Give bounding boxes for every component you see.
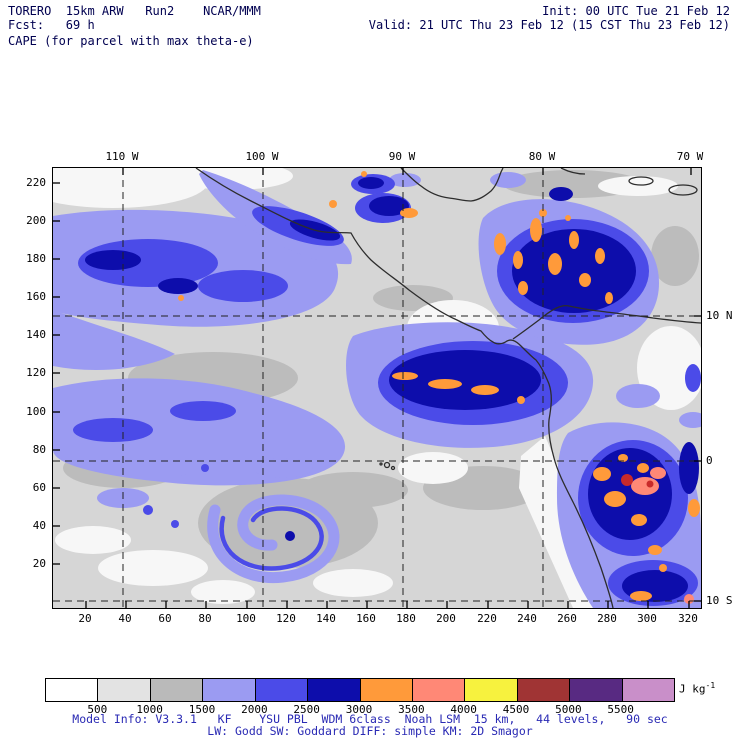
bottom-axis-label: 280 bbox=[597, 612, 617, 625]
forecast-hour-label: Fcst: 69 h bbox=[8, 18, 95, 32]
left-axis-label: 60 bbox=[32, 481, 46, 494]
colorbar-cell bbox=[517, 679, 571, 701]
cape-swirl-inner bbox=[219, 506, 324, 571]
model-run-label: TORERO 15km ARW Run2 NCAR/MMM bbox=[8, 4, 261, 18]
valid-time-label: Valid: 21 UTC Thu 23 Feb 12 (15 CST Thu … bbox=[368, 18, 730, 32]
map-plot-area bbox=[52, 167, 702, 609]
colorbar-cell bbox=[360, 679, 413, 701]
top-axis-label: 80 W bbox=[528, 150, 556, 163]
model-info-line-1: Model Info: V3.3.1 KF YSU PBL WDM 6class… bbox=[72, 712, 668, 726]
cape-orange-layer bbox=[178, 171, 700, 601]
colorbar-tick-label: 1000 bbox=[136, 703, 163, 716]
colorbar-tick-label: 500 bbox=[87, 703, 108, 716]
bottom-axis-label: 60 bbox=[158, 612, 172, 625]
top-axis-label: 90 W bbox=[388, 150, 416, 163]
galapagos-island bbox=[390, 465, 396, 471]
colorbar-cell bbox=[98, 679, 151, 701]
left-axis-label: 180 bbox=[26, 252, 46, 265]
caribbean-coastline bbox=[512, 304, 701, 340]
colorbar-cell bbox=[465, 679, 518, 701]
bottom-axis-label: 140 bbox=[316, 612, 336, 625]
colorbar-tick-label: 4000 bbox=[450, 703, 477, 716]
honduras-coastline bbox=[400, 168, 504, 202]
island-outline bbox=[668, 184, 698, 196]
colorbar-cell bbox=[255, 679, 309, 701]
left-axis-label: 20 bbox=[32, 557, 46, 570]
right-axis-label: 10 S bbox=[706, 594, 733, 607]
colorbar-cell bbox=[46, 679, 99, 701]
bottom-axis-label: 240 bbox=[517, 612, 537, 625]
cape-red-layer bbox=[621, 474, 654, 488]
colorbar-cell bbox=[412, 679, 466, 701]
colorbar-tick-label: 3000 bbox=[345, 703, 373, 716]
right-axis-label: 0 bbox=[706, 454, 713, 467]
init-time-label: Init: 00 UTC Tue 21 Feb 12 bbox=[542, 4, 730, 18]
header-row-3: CAPE (for parcel with max theta-e) bbox=[0, 34, 740, 48]
colorbar-labels: 500 1000 1500 2000 2500 3000 3500 4000 4500 5000 5… bbox=[45, 703, 673, 717]
colorbar-tick-label: 5500 bbox=[607, 703, 634, 716]
colorbar-cell bbox=[308, 679, 361, 701]
bottom-axis-label: 220 bbox=[477, 612, 497, 625]
left-axis-label: 120 bbox=[26, 366, 46, 379]
bottom-axis-label: 260 bbox=[557, 612, 577, 625]
bottom-axis-label: 40 bbox=[118, 612, 132, 625]
colorbar-cell bbox=[570, 679, 623, 701]
bottom-axis-label: 180 bbox=[396, 612, 416, 625]
galapagos-island bbox=[383, 461, 391, 469]
coastline-layer bbox=[195, 168, 701, 608]
top-axis-label: 100 W bbox=[245, 150, 279, 163]
cape-map bbox=[53, 168, 701, 608]
model-info-line-2: LW: Godd SW: Goddard DIFF: simple KM: 2D… bbox=[207, 724, 533, 738]
bottom-axis-label: 100 bbox=[236, 612, 256, 625]
colorbar-tick-label: 1500 bbox=[188, 703, 216, 716]
colorbar-tick-label: 4500 bbox=[502, 703, 530, 716]
colorbar-tick-label: 5000 bbox=[555, 703, 582, 716]
left-axis-label: 80 bbox=[32, 443, 46, 456]
cuba-coast-fragment bbox=[560, 168, 586, 175]
bottom-axis-label: 80 bbox=[198, 612, 212, 625]
left-axis-label: 40 bbox=[32, 519, 46, 532]
cape-swirl-outer bbox=[207, 494, 340, 584]
colorbar-cell bbox=[150, 679, 204, 701]
top-axis-label: 70 W bbox=[676, 150, 704, 163]
left-axis-label: 100 bbox=[26, 405, 46, 418]
bottom-axis-label: 300 bbox=[637, 612, 657, 625]
colorbar bbox=[45, 678, 675, 702]
bottom-axis-label: 320 bbox=[678, 612, 698, 625]
left-axis-label: 220 bbox=[26, 176, 46, 189]
bottom-axis-label: 120 bbox=[276, 612, 296, 625]
colorbar-cell bbox=[203, 679, 256, 701]
island-outline bbox=[628, 176, 654, 186]
bottom-axis-label: 160 bbox=[356, 612, 376, 625]
left-axis-label: 140 bbox=[26, 328, 46, 341]
colorbar-tick-label: 3500 bbox=[398, 703, 425, 716]
colorbar-tick-label: 2000 bbox=[241, 703, 268, 716]
left-axis-label: 160 bbox=[26, 290, 46, 303]
colorbar-cell bbox=[622, 679, 675, 701]
bottom-axis-label: 20 bbox=[78, 612, 92, 625]
graticule-lines bbox=[53, 168, 701, 608]
galapagos-island bbox=[379, 462, 383, 466]
pacific-coastline bbox=[195, 168, 614, 608]
colorbar-unit-label: J kg-1 bbox=[679, 681, 716, 696]
header-row-1: TORERO 15km ARW Run2 NCAR/MMM Init: 00 U… bbox=[0, 4, 740, 18]
top-axis-label: 110 W bbox=[105, 150, 139, 163]
right-axis-label: 10 N bbox=[706, 309, 733, 322]
header-row-2: Fcst: 69 h Valid: 21 UTC Thu 23 Feb 12 (… bbox=[0, 18, 740, 32]
left-axis-label: 200 bbox=[26, 214, 46, 227]
bottom-axis-label: 200 bbox=[436, 612, 456, 625]
colorbar-tick-label: 2500 bbox=[293, 703, 320, 716]
axis-ticks bbox=[53, 168, 701, 608]
plot-title: CAPE (for parcel with max theta-e) bbox=[8, 34, 254, 48]
